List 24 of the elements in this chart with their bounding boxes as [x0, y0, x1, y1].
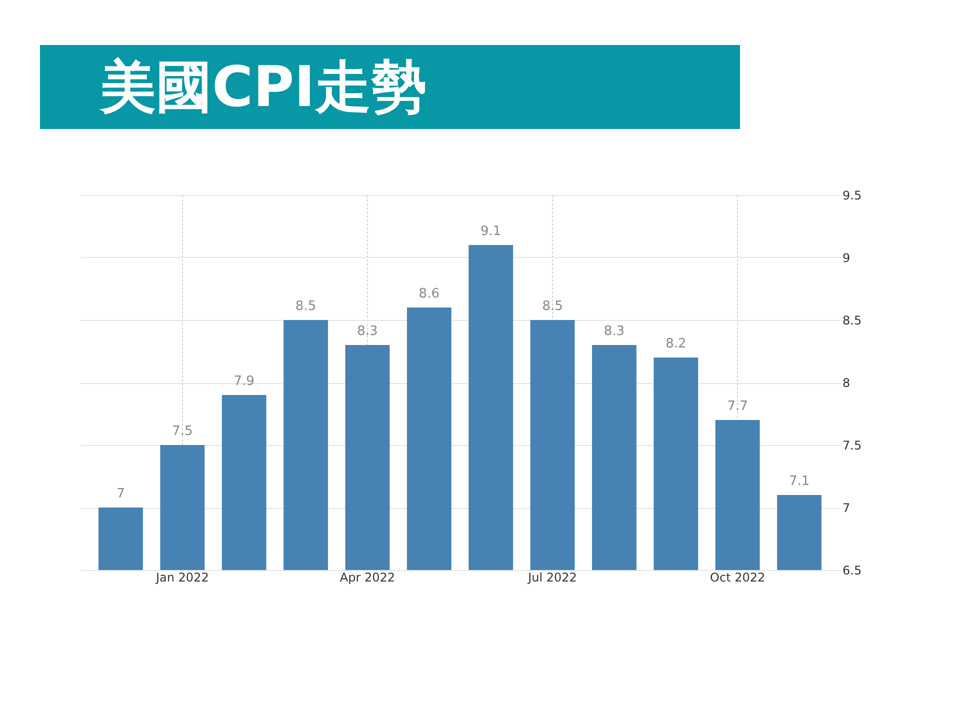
y-tick-label: 7 [842, 501, 850, 515]
data-label: 8.3 [357, 324, 378, 339]
data-label: 8.5 [295, 299, 316, 314]
data-label: 7.9 [234, 374, 254, 389]
data-label: 8.2 [666, 336, 686, 352]
data-label: 7.7 [727, 399, 748, 414]
x-tick-label: Apr 2022 [340, 570, 396, 584]
y-tick-label: 6.5 [842, 564, 862, 578]
data-label: 7.1 [788, 474, 810, 489]
x-tick-label: Jan 2022 [154, 570, 209, 584]
y-tick-label: 9 [842, 251, 850, 265]
y-tick-label: 7.5 [842, 438, 862, 452]
chart-title: 美國CPI走勢 [99, 55, 427, 120]
y-tick-label: 8.5 [842, 314, 862, 328]
data-label: 8.6 [418, 286, 440, 302]
x-tick-label: Oct 2022 [710, 570, 766, 584]
data-label: 8.3 [604, 324, 625, 339]
data-label: 9.1 [480, 224, 502, 239]
x-tick-label: Jul 2022 [527, 570, 577, 584]
data-label: 7 [116, 486, 125, 502]
data-label: 8.5 [542, 299, 563, 314]
y-tick-label: 8 [842, 376, 850, 390]
y-tick-label: 9.5 [842, 188, 862, 202]
data-label: 7.5 [172, 424, 193, 439]
